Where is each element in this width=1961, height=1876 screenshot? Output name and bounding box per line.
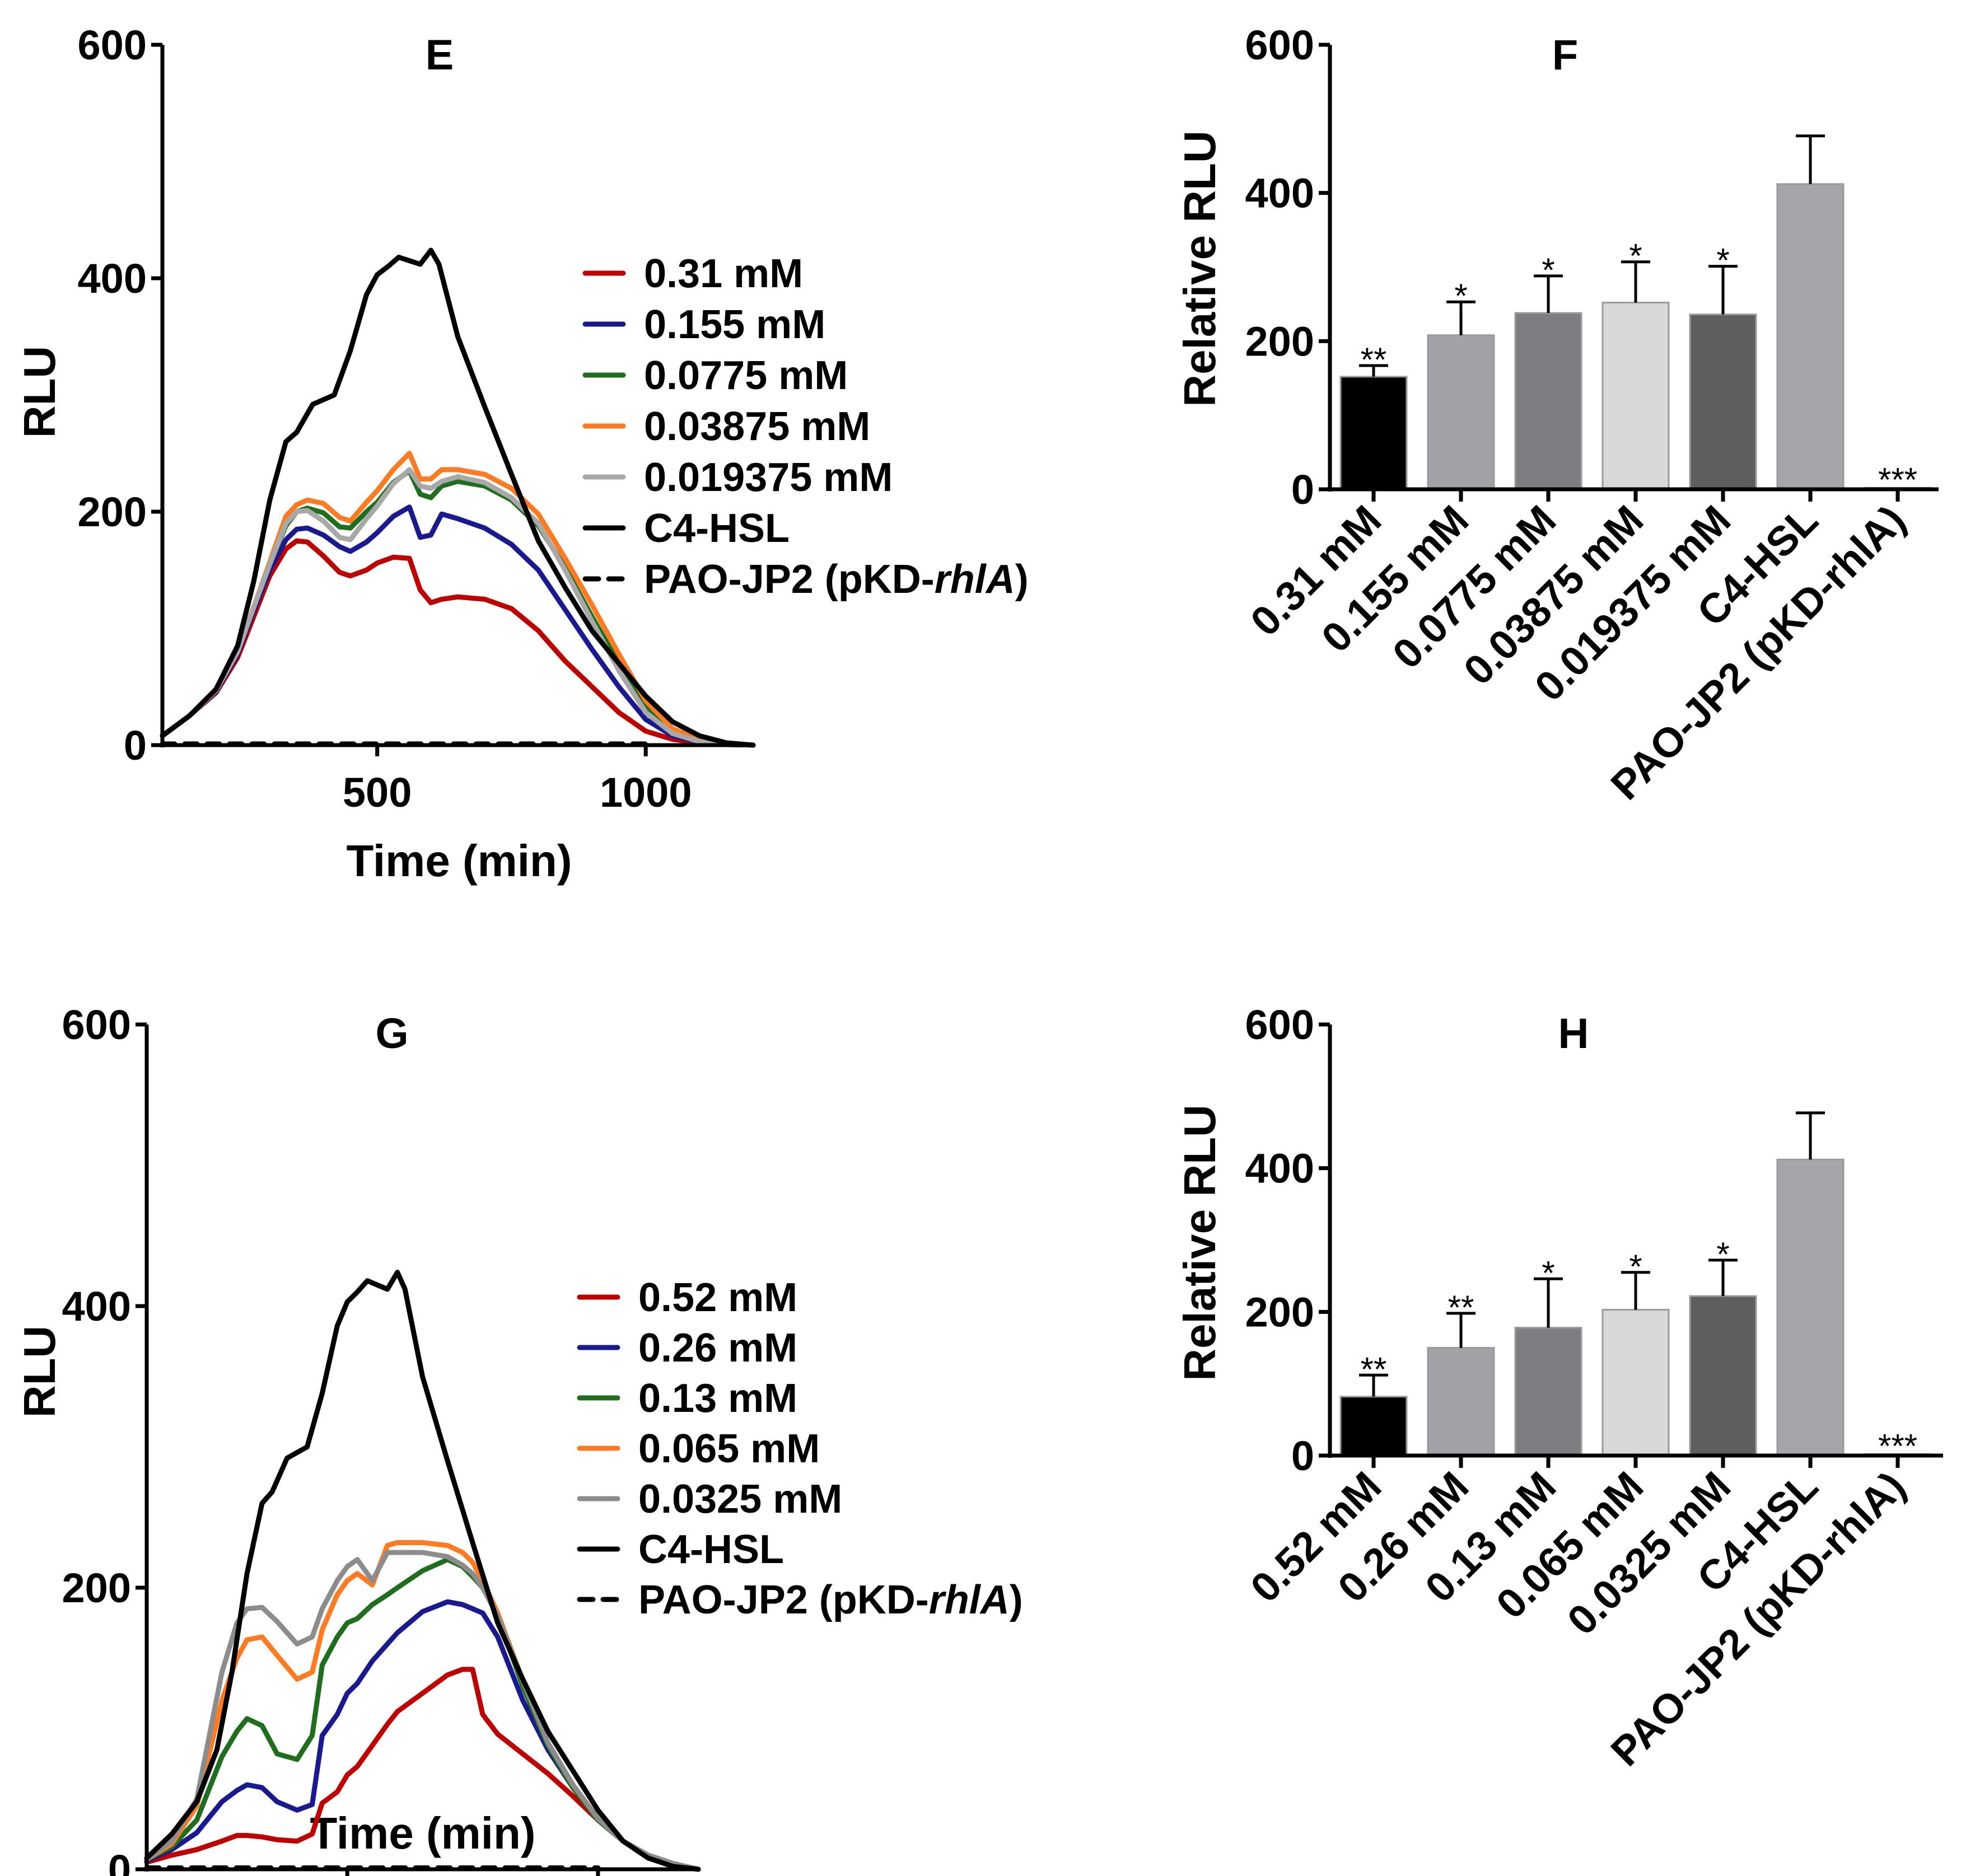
chart-title: H: [1558, 1010, 1589, 1058]
legend-label: 0.31 mM: [644, 251, 803, 296]
significance-marker: ***: [1878, 461, 1917, 498]
y-tick-label: 0: [108, 1846, 131, 1876]
legend-label: 0.155 mM: [644, 302, 825, 347]
bar: [1776, 183, 1845, 490]
legend-label: 0.52 mM: [638, 1275, 797, 1320]
y-tick-label: 600: [62, 1002, 131, 1048]
chart-title: G: [375, 1010, 408, 1058]
bar: [1689, 1295, 1757, 1457]
series-line: [144, 1667, 701, 1872]
bar: [1427, 334, 1495, 490]
significance-marker: *: [1716, 242, 1729, 279]
significance-marker: **: [1361, 341, 1387, 378]
bar: [1602, 1308, 1670, 1457]
series-line: [144, 1270, 701, 1872]
bar: [1427, 1347, 1495, 1457]
series-line: [160, 247, 756, 748]
legend-label: C4-HSL: [638, 1527, 784, 1572]
significance-marker: ***: [1878, 1427, 1917, 1465]
bar: [1339, 1396, 1408, 1457]
y-tick-label: 600: [1245, 22, 1314, 68]
legend-label: 0.019375 mM: [644, 455, 893, 500]
legend-label: PAO-JP2 (pKD-rhlA): [644, 557, 1029, 602]
legend-label: 0.0325 mM: [638, 1477, 842, 1522]
panel-e-line-chart: E RLU Time (min) 0 200 400 600 500 1000 0.31 …: [15, 22, 1029, 886]
y-tick-label: 0: [1291, 466, 1314, 513]
y-tick-label: 0: [1291, 1433, 1314, 1479]
y-tick-label: 400: [78, 255, 147, 302]
y-tick-label: 600: [1245, 1002, 1314, 1048]
chart-title: E: [426, 31, 454, 79]
y-tick-label: 600: [78, 22, 147, 68]
y-tick-label: 200: [78, 489, 147, 535]
y-tick-label: 200: [1245, 1289, 1314, 1335]
bar: [1776, 1158, 1845, 1457]
series-line: [160, 467, 756, 748]
chart-title: F: [1552, 31, 1578, 79]
x-tick-label: 1000: [600, 769, 692, 816]
bar: [1602, 302, 1670, 490]
legend-label: 0.065 mM: [638, 1426, 820, 1471]
bar: [1689, 314, 1757, 490]
y-tick-label: 0: [124, 722, 147, 769]
series-line: [144, 1550, 701, 1872]
y-axis-title: Relative RLU: [1175, 1105, 1225, 1381]
x-axis-title: Time (min): [346, 836, 572, 886]
y-axis-title: Relative RLU: [1175, 130, 1225, 406]
y-axis-title: RLU: [15, 346, 64, 438]
significance-marker: *: [1629, 1248, 1642, 1285]
y-axis-title: RLU: [15, 1326, 64, 1417]
bar: [1514, 312, 1582, 490]
legend-label: 0.03875 mM: [644, 404, 870, 449]
y-tick-label: 400: [1245, 1145, 1314, 1192]
x-axis-title: Time (min): [310, 1808, 535, 1858]
significance-marker: *: [1454, 277, 1467, 315]
significance-marker: **: [1361, 1350, 1387, 1388]
significance-marker: *: [1542, 1254, 1554, 1292]
y-tick-label: 200: [1245, 318, 1314, 364]
x-tick-label: 500: [343, 769, 412, 816]
y-tick-label: 400: [1245, 170, 1314, 217]
legend-label: PAO-JP2 (pKD-rhlA): [638, 1578, 1023, 1622]
y-tick-label: 200: [62, 1565, 131, 1611]
y-tick-label: 400: [62, 1283, 131, 1330]
significance-marker: **: [1448, 1289, 1474, 1326]
bar: [1339, 376, 1408, 490]
significance-marker: *: [1629, 237, 1642, 275]
legend-label: 0.26 mM: [638, 1326, 797, 1370]
significance-marker: *: [1542, 251, 1554, 289]
bar: [1514, 1327, 1582, 1457]
legend-label: C4-HSL: [644, 506, 790, 551]
legend-label: 0.13 mM: [638, 1376, 797, 1421]
significance-marker: *: [1716, 1236, 1729, 1273]
legend-label: 0.0775 mM: [644, 353, 848, 398]
